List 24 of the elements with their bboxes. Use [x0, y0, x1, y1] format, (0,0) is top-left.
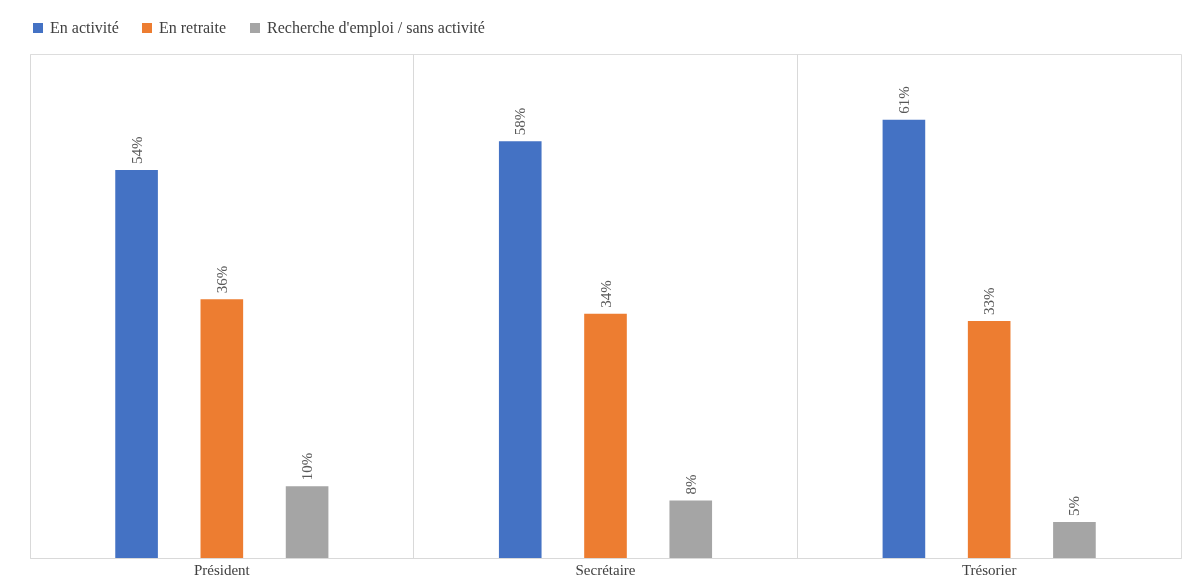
legend-label: Recherche d'emploi / sans activité — [267, 19, 485, 37]
bar — [498, 141, 542, 558]
bar — [584, 313, 627, 558]
x-tick-label: Trésorier — [961, 561, 1017, 578]
bar — [200, 299, 244, 558]
data-label: 58% — [512, 107, 529, 136]
data-label: 36% — [213, 265, 230, 294]
x-tick-label: Président — [193, 561, 251, 578]
data-label: 8% — [682, 474, 699, 495]
data-label: 33% — [981, 287, 998, 315]
data-label: 61% — [895, 86, 912, 114]
data-label: 34% — [597, 280, 614, 308]
bar — [1053, 522, 1096, 558]
legend-label: En activité — [50, 19, 119, 36]
data-label: 10% — [299, 452, 316, 481]
bar — [669, 500, 713, 558]
data-label: 5% — [1066, 496, 1083, 517]
bar — [285, 486, 329, 558]
legend-label: En retraite — [159, 19, 227, 36]
data-label: 54% — [128, 136, 145, 165]
x-tick-label: Secrétaire — [575, 561, 636, 578]
bar — [115, 170, 158, 558]
bar — [882, 119, 926, 558]
bar — [967, 320, 1011, 558]
